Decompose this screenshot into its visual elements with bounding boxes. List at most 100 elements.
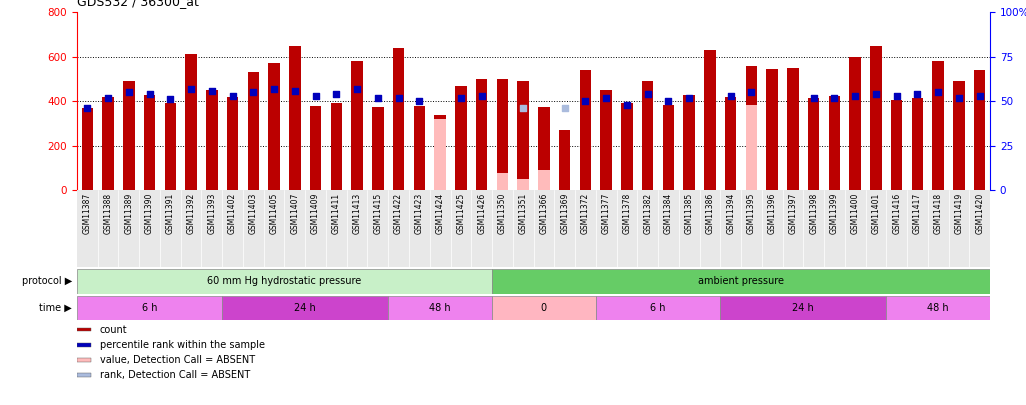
Point (162, 96, 179, 103)
Bar (497, 79, 508, 190)
Bar (352, 61, 363, 190)
Point (889, 93, 905, 99)
Bar (517, 81, 528, 190)
Text: 24 h: 24 h (792, 303, 815, 313)
Text: time ▶: time ▶ (39, 303, 72, 313)
Bar (103, 97, 114, 190)
Text: GSM11400: GSM11400 (851, 193, 860, 234)
Text: GSM11384: GSM11384 (664, 193, 673, 234)
Bar (829, 96, 840, 190)
Bar (850, 57, 861, 190)
Text: GDS532 / 36300_at: GDS532 / 36300_at (77, 0, 199, 8)
Bar (372, 107, 384, 190)
Text: GSM11386: GSM11386 (706, 193, 714, 234)
Text: GSM11366: GSM11366 (540, 193, 548, 234)
Bar (766, 69, 778, 190)
Text: GSM11407: GSM11407 (290, 193, 300, 234)
Bar (82, 108, 93, 190)
Bar (725, 97, 737, 190)
Text: GSM11396: GSM11396 (767, 193, 777, 234)
Point (183, 85, 199, 92)
Text: GSM11390: GSM11390 (145, 193, 154, 234)
Point (951, 94, 968, 101)
Text: rank, Detection Call = ABSENT: rank, Detection Call = ABSENT (100, 370, 250, 380)
Text: 24 h: 24 h (294, 303, 316, 313)
Point (266, 85, 282, 92)
Bar (164, 104, 176, 190)
Point (79, 105, 95, 112)
Bar (289, 46, 301, 190)
Text: ambient pressure: ambient pressure (698, 277, 784, 286)
Bar (787, 68, 798, 190)
Point (349, 85, 365, 92)
Bar (517, 179, 528, 190)
Bar (186, 55, 197, 190)
Point (868, 91, 884, 97)
Text: GSM11405: GSM11405 (270, 193, 279, 234)
Text: GSM11377: GSM11377 (601, 193, 610, 234)
Bar (808, 98, 820, 190)
Bar (663, 104, 674, 190)
Bar (476, 79, 487, 190)
Text: GSM11397: GSM11397 (788, 193, 797, 234)
Text: GSM11419: GSM11419 (954, 193, 963, 234)
Text: 6 h: 6 h (650, 303, 666, 313)
Text: GSM11416: GSM11416 (893, 193, 901, 234)
Text: 0: 0 (541, 303, 547, 313)
Text: 48 h: 48 h (429, 303, 451, 313)
Text: GSM11425: GSM11425 (457, 193, 466, 234)
Text: GSM11413: GSM11413 (353, 193, 361, 234)
Point (142, 91, 158, 97)
Bar (933, 61, 944, 190)
Text: GSM11403: GSM11403 (249, 193, 258, 234)
Point (308, 93, 324, 99)
Text: GSM11418: GSM11418 (934, 193, 943, 234)
Bar (974, 70, 985, 190)
Text: 48 h: 48 h (928, 303, 949, 313)
Point (681, 94, 698, 101)
Bar (720, 296, 886, 320)
Bar (413, 106, 425, 190)
Text: GSM11422: GSM11422 (394, 193, 403, 234)
Bar (144, 95, 155, 190)
Bar (912, 98, 923, 190)
Point (452, 94, 469, 101)
Text: GSM11351: GSM11351 (519, 193, 527, 234)
Bar (886, 296, 990, 320)
Bar (580, 70, 591, 190)
Bar (123, 81, 134, 190)
Text: 60 mm Hg hydrostatic pressure: 60 mm Hg hydrostatic pressure (207, 277, 361, 286)
Point (556, 105, 573, 112)
Text: GSM11385: GSM11385 (684, 193, 694, 234)
Bar (269, 64, 280, 190)
Point (930, 89, 946, 96)
Point (660, 98, 676, 104)
Point (972, 93, 988, 99)
Text: GSM11394: GSM11394 (726, 193, 736, 234)
Bar (539, 170, 550, 190)
Text: GSM11393: GSM11393 (207, 193, 216, 234)
Text: GSM11411: GSM11411 (331, 193, 341, 234)
Bar (746, 66, 757, 190)
Bar (434, 119, 446, 190)
Bar (77, 328, 90, 331)
Text: protocol ▶: protocol ▶ (22, 277, 72, 286)
Bar (310, 106, 321, 190)
Bar (77, 343, 90, 347)
Bar (559, 130, 570, 190)
Bar (206, 90, 218, 190)
Point (369, 94, 386, 101)
Point (639, 91, 656, 97)
Point (578, 98, 594, 104)
Text: GSM11388: GSM11388 (104, 193, 113, 234)
Point (743, 89, 759, 96)
Bar (600, 90, 611, 190)
Bar (77, 269, 492, 294)
Bar (77, 373, 90, 377)
Bar (77, 296, 223, 320)
Point (847, 93, 864, 99)
Point (225, 93, 241, 99)
Text: value, Detection Call = ABSENT: value, Detection Call = ABSENT (100, 355, 254, 365)
Text: GSM11402: GSM11402 (228, 193, 237, 234)
Bar (330, 104, 342, 190)
